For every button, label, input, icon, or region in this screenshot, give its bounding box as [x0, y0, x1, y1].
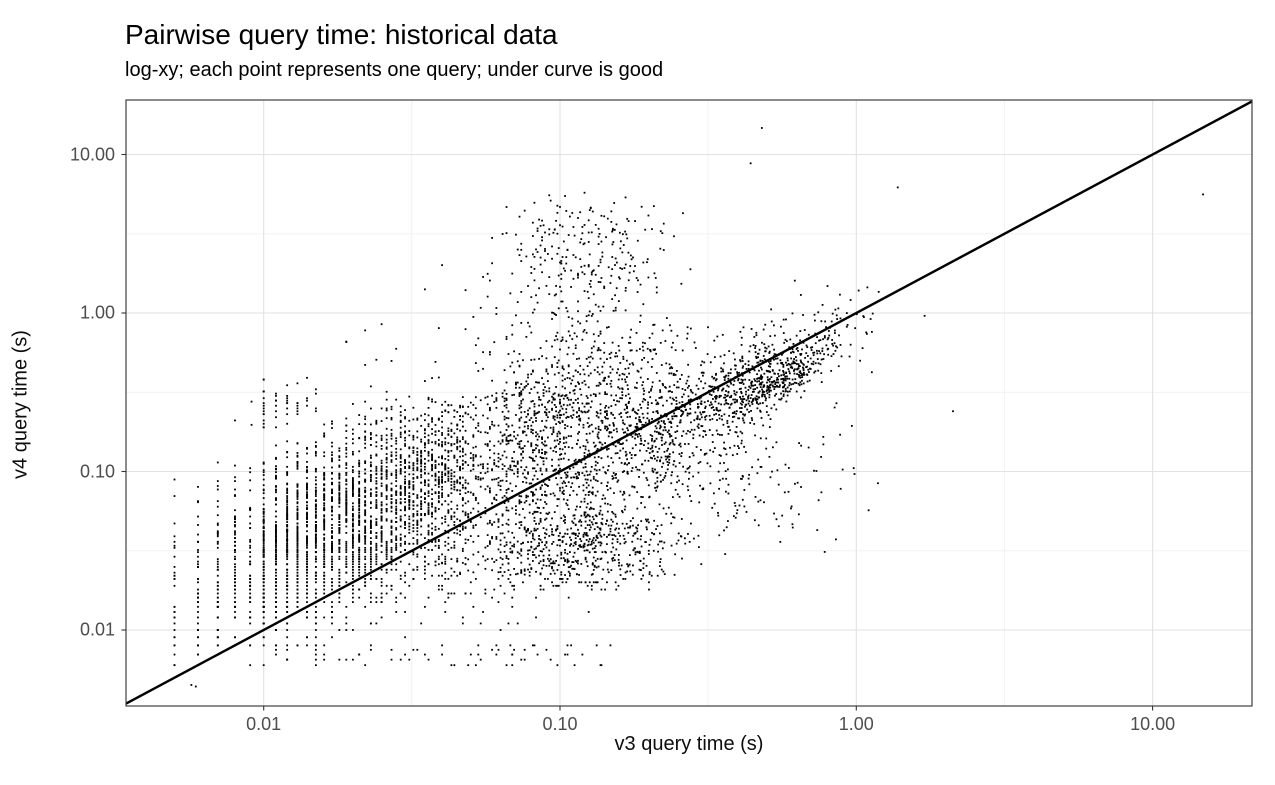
y-tick-label: 1.00: [79, 302, 115, 323]
y-tick-label: 0.01: [79, 619, 115, 640]
y-tick-label: 0.10: [79, 461, 115, 481]
y-axis-title: v4 query time (s): [9, 330, 32, 479]
chart-subtitle: log-xy; each point represents one query;…: [125, 59, 664, 81]
x-tick-label: 0.01: [246, 714, 282, 734]
x-tick-label: 10.00: [1130, 714, 1176, 734]
x-axis-title: v3 query time (s): [614, 733, 764, 755]
y-tick-label: 10.00: [69, 144, 115, 164]
x-tick-label: 1.00: [838, 714, 874, 734]
chart-title: Pairwise query time: historical data: [125, 19, 558, 50]
x-tick-label: 0.10: [542, 714, 578, 734]
